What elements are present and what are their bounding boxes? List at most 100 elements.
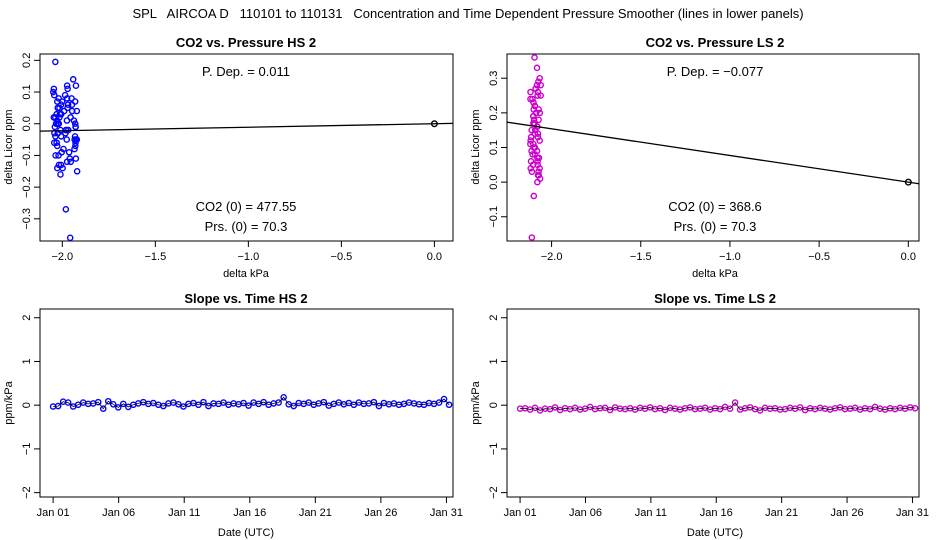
data-point [72, 155, 80, 162]
x-tick-label: Jan 21 [765, 507, 798, 519]
data-point [63, 136, 71, 143]
panel-title: CO2 vs. Pressure HS 2 [176, 35, 316, 50]
reference-point [430, 120, 438, 128]
y-tick-label: 2 [488, 315, 500, 321]
data-point [50, 88, 57, 96]
data-point [530, 144, 538, 151]
data-point [52, 152, 59, 159]
y-tick-label: −0.2 [21, 176, 33, 198]
data-point [529, 161, 537, 169]
x-tick-label: −2.0 [51, 251, 73, 263]
data-point [52, 114, 59, 121]
data-point [530, 140, 537, 148]
data-point [51, 123, 59, 131]
data-point [529, 151, 536, 158]
data-point [200, 398, 207, 406]
data-point [726, 405, 734, 412]
data-point [527, 133, 535, 141]
data-point [68, 95, 75, 102]
y-tick-label: −0.1 [488, 206, 500, 228]
panel-title: Slope vs. Time HS 2 [184, 291, 307, 306]
smoother-line [53, 396, 450, 410]
y-tick-label: −1 [488, 443, 500, 456]
data-point [536, 137, 543, 144]
y-tick-label: 0.0 [488, 174, 500, 189]
y-tick-label: 0.2 [21, 53, 33, 68]
data-point [205, 402, 212, 410]
x-tick-label: −1.0 [719, 251, 741, 263]
data-point [73, 167, 81, 175]
reference-point [904, 178, 912, 186]
x-tick-label: Jan 26 [831, 507, 864, 519]
data-point [71, 98, 79, 105]
data-point [53, 139, 60, 147]
y-tick-label: −0.3 [21, 208, 33, 230]
data-point [536, 109, 544, 117]
data-point [55, 152, 62, 159]
data-point [290, 402, 297, 410]
x-tick-label: −1.5 [630, 251, 652, 263]
data-point [534, 133, 542, 141]
data-point [527, 88, 534, 96]
data-point [530, 106, 538, 113]
data-point [440, 395, 448, 403]
data-point [530, 192, 538, 200]
smoother-line [520, 401, 916, 411]
x-tick-label: −0.5 [331, 251, 353, 263]
plot-frame [39, 53, 454, 242]
data-point [535, 171, 542, 179]
y-tick-label: 0.1 [21, 84, 33, 99]
data-point [71, 145, 78, 153]
x-axis-label: delta kPa [692, 268, 739, 280]
data-point [280, 394, 287, 401]
data-point [53, 120, 60, 128]
y-tick-label: −2 [21, 486, 33, 499]
x-tick-label: −0.5 [808, 251, 830, 263]
data-point [59, 164, 66, 172]
data-point [71, 120, 79, 128]
main-title: SPL AIRCOA D 110101 to 110131 Concentrat… [132, 6, 804, 21]
data-point [534, 158, 541, 165]
data-point [606, 406, 614, 414]
y-tick-label: 0 [488, 402, 500, 408]
data-point [67, 158, 75, 166]
data-point [195, 401, 202, 409]
data-point [375, 402, 383, 410]
data-point [551, 404, 559, 411]
data-point [533, 64, 541, 72]
y-tick-label: −2 [488, 486, 500, 499]
data-point [533, 81, 541, 89]
data-point [370, 398, 378, 406]
data-point [72, 142, 79, 150]
fit-line [39, 122, 454, 132]
x-axis-label: Date (UTC) [218, 527, 274, 539]
data-point [240, 399, 247, 407]
y-tick-label: 0.2 [488, 105, 500, 120]
data-point [536, 74, 543, 82]
data-point [180, 403, 187, 410]
data-point [535, 168, 542, 176]
x-tick-label: Jan 31 [896, 507, 929, 519]
plot-frame [506, 308, 920, 498]
data-point [62, 206, 70, 213]
data-point [535, 116, 542, 124]
data-point [67, 114, 74, 121]
y-tick-label: −0.1 [21, 145, 33, 167]
data-point [534, 92, 541, 99]
panel-co2-vs-pressure-hs: CO2 vs. Pressure HS 2 delta kPa delta Li… [3, 35, 454, 280]
data-point [63, 82, 71, 89]
data-point [531, 102, 539, 110]
x-tick-label: Jan 11 [168, 507, 200, 519]
data-point [52, 133, 59, 140]
data-point [535, 154, 543, 162]
y-axis-label: delta Licor ppm [3, 109, 15, 184]
data-point [55, 161, 63, 169]
data-point [50, 85, 58, 93]
x-tick-label: Jan 26 [364, 507, 397, 519]
data-point [66, 234, 74, 242]
x-tick-label: Jan 06 [569, 507, 602, 519]
data-point [94, 398, 102, 406]
data-point [104, 397, 112, 405]
data-point [68, 101, 76, 109]
